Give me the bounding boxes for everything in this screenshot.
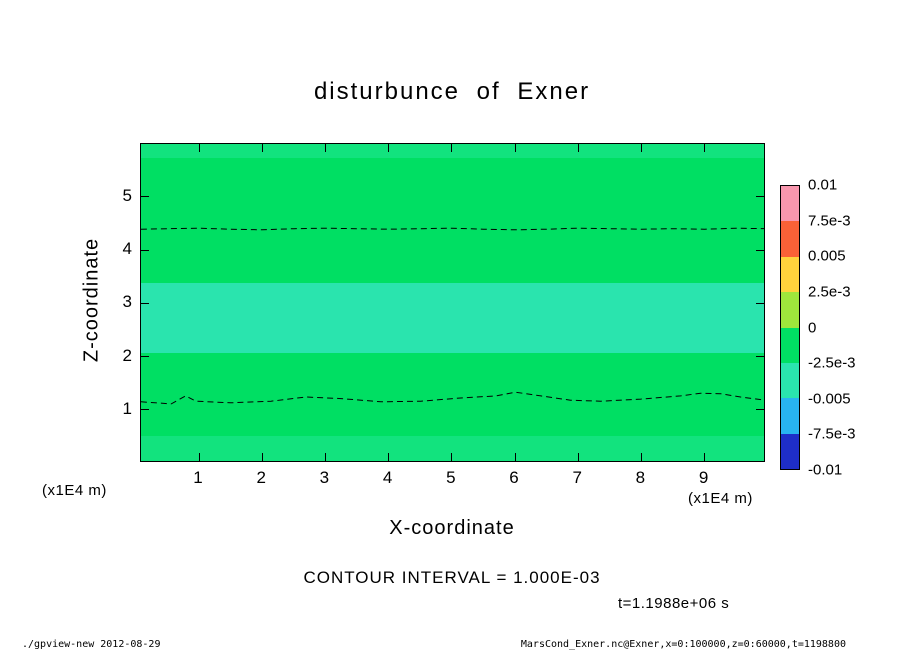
x-tick-label: 8	[635, 468, 646, 487]
y-tick-mark	[141, 249, 149, 251]
colorbar-label: 0.005	[808, 247, 846, 265]
colorbar-segment	[781, 398, 799, 434]
colorbar	[780, 185, 800, 470]
x-tick-mark	[451, 453, 453, 461]
y-tick-label: 1	[122, 398, 132, 418]
colorbar-segment	[781, 256, 799, 293]
colorbar-segment	[781, 362, 799, 399]
contour-fill-band	[141, 283, 764, 353]
x-tick-mark	[704, 453, 706, 461]
y-tick-label: 3	[122, 292, 132, 312]
footer-program-info: ./gpview-new 2012-08-29	[22, 639, 161, 650]
x-tick-label: 4	[382, 468, 393, 487]
y-tick-mark	[141, 302, 149, 304]
y-tick-mark	[756, 302, 764, 304]
y-tick-label: 4	[122, 239, 132, 258]
footer-file-info: MarsCond_Exner.nc@Exner,x=0:100000,z=0:6…	[520, 639, 846, 650]
x-axis-unit: (x1E4 m)	[688, 490, 753, 507]
x-axis-label: X-coordinate	[389, 517, 515, 539]
colorbar-segment	[781, 221, 799, 257]
x-tick-mark	[577, 144, 579, 152]
colorbar-label: 0	[808, 319, 817, 336]
x-tick-mark	[261, 144, 263, 152]
colorbar-segment	[781, 292, 799, 328]
contour-fill-band	[141, 352, 764, 436]
plot-area	[140, 143, 765, 462]
y-tick-mark	[756, 356, 764, 357]
y-tick-mark	[141, 409, 149, 411]
x-tick-mark	[704, 144, 706, 152]
x-tick-mark	[451, 144, 453, 152]
x-tick-mark	[640, 453, 642, 461]
dashed-contour-line	[141, 391, 764, 405]
x-tick-mark	[198, 453, 200, 461]
colorbar-label: -7.5e-3	[808, 425, 856, 443]
colorbar-label: -0.005	[808, 390, 851, 408]
x-tick-label: 7	[572, 468, 582, 487]
colorbar-label: -0.01	[808, 461, 843, 479]
colorbar-segment	[781, 186, 799, 222]
y-tick-mark	[756, 409, 764, 411]
chart-title: disturbunce of Exner	[313, 78, 591, 105]
x-tick-mark	[198, 144, 200, 152]
x-tick-label: 2	[256, 468, 266, 487]
x-tick-label: 1	[193, 468, 203, 487]
x-tick-mark	[640, 144, 642, 152]
y-tick-label: 5	[122, 185, 132, 205]
colorbar-segment	[781, 433, 799, 469]
contour-fill-band	[141, 158, 764, 283]
contour-fill-band	[141, 435, 764, 461]
y-tick-mark	[756, 196, 764, 198]
x-tick-mark	[577, 453, 579, 461]
x-tick-mark	[388, 144, 390, 152]
y-tick-label: 2	[122, 345, 132, 365]
x-tick-mark	[324, 453, 326, 461]
x-tick-label: 3	[319, 468, 330, 487]
colorbar-label: 2.5e-3	[808, 283, 851, 301]
x-tick-label: 9	[698, 468, 709, 487]
x-tick-mark	[324, 144, 326, 152]
contour-interval-label: CONTOUR INTERVAL = 1.000E-03	[303, 568, 601, 587]
x-tick-label: 6	[509, 468, 519, 487]
x-tick-mark	[514, 144, 516, 152]
y-tick-mark	[141, 356, 149, 357]
contour-lines	[141, 227, 764, 405]
colorbar-label: 0.01	[808, 176, 838, 194]
x-tick-mark	[388, 453, 390, 461]
x-tick-mark	[261, 453, 263, 461]
y-tick-mark	[141, 196, 149, 198]
colorbar-label: 7.5e-3	[808, 212, 851, 230]
y-tick-mark	[756, 249, 764, 251]
colorbar-segment	[781, 327, 799, 363]
colorbar-label: -2.5e-3	[808, 354, 856, 372]
contour-fill-band	[141, 144, 764, 159]
dashed-contour-line	[141, 227, 764, 231]
time-label: t=1.1988e+06 s	[618, 595, 730, 612]
x-tick-mark	[514, 453, 516, 461]
y-axis-unit: (x1E4 m)	[42, 482, 107, 499]
x-tick-label: 5	[446, 468, 456, 487]
